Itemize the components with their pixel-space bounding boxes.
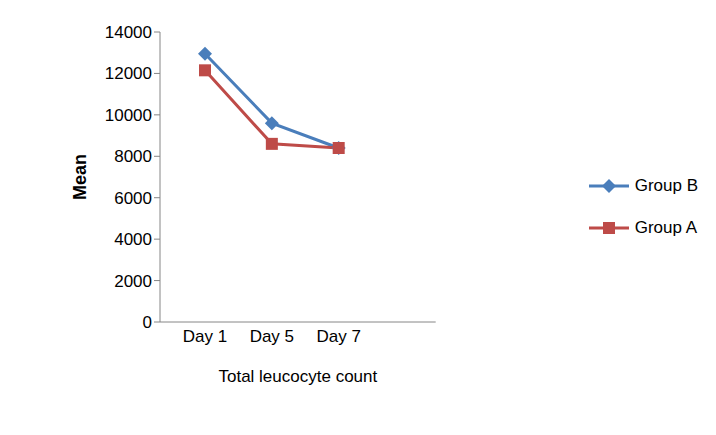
svg-text:8000: 8000 [114,147,152,166]
html-text:Group A: Group A [634,217,698,237]
svg-text:Mean: Mean [70,154,90,200]
svg-text:10000: 10000 [105,106,152,125]
svg-text:Total leucocyte count: Total leucocyte count [218,367,377,386]
svg-text:0: 0 [143,313,152,332]
svg-text:4000: 4000 [114,230,152,249]
svg-text:Day 1: Day 1 [183,327,227,346]
svg-text:Day 5: Day 5 [250,327,294,346]
html-text:Group B: Group B [634,175,698,195]
svg-text:6000: 6000 [114,189,152,208]
svg-text:12000: 12000 [105,64,152,83]
svg-text:Day 7: Day 7 [316,327,360,346]
svg-text:14000: 14000 [105,23,152,42]
svg-text:2000: 2000 [114,272,152,291]
